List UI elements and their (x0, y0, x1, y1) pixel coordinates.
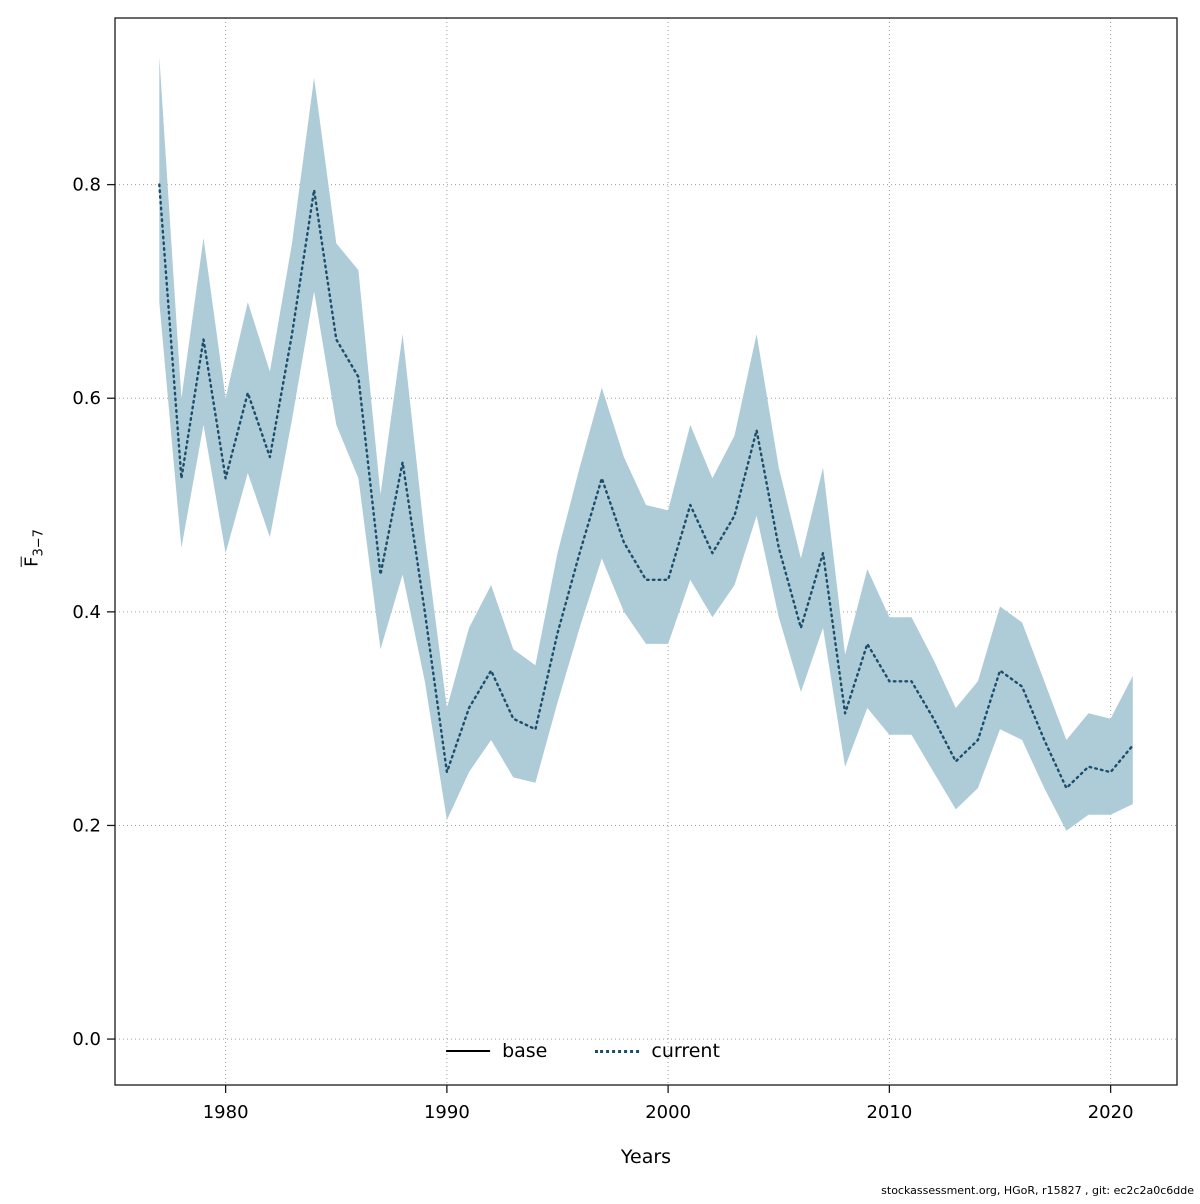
y-tick-label: 0.8 (72, 175, 101, 196)
x-tick-label: 2020 (1088, 1102, 1134, 1123)
legend-item-current: current (595, 1040, 720, 1062)
y-axis-label-symbol: F (21, 556, 43, 567)
plot-border (114, 17, 1178, 1086)
x-axis-label: Years (620, 1146, 672, 1168)
y-tick-label: 0.0 (72, 1029, 101, 1050)
footer-attribution: stockassessment.org, HGoR, r15827 , git:… (881, 1184, 1194, 1197)
legend-item-base: base (446, 1040, 547, 1062)
y-tick-label: 0.4 (72, 602, 101, 623)
y-axis-label: F3−7 (22, 529, 47, 567)
x-tick-label: 1980 (203, 1102, 249, 1123)
y-tick-label: 0.2 (72, 815, 101, 836)
base-line-sample (446, 1050, 491, 1052)
legend: base current (446, 1040, 720, 1062)
legend-label-current: current (651, 1040, 720, 1062)
x-tick-label: 2010 (866, 1102, 912, 1123)
y-axis-label-subscript: 3−7 (31, 529, 47, 557)
confidence-band (159, 56, 1133, 831)
current-line (158, 183, 1134, 790)
legend-label-base: base (502, 1040, 548, 1062)
x-tick-label: 2000 (645, 1102, 691, 1123)
current-line-sample (595, 1049, 640, 1053)
y-tick-label: 0.6 (72, 388, 101, 409)
x-tick-label: 1990 (424, 1102, 470, 1123)
